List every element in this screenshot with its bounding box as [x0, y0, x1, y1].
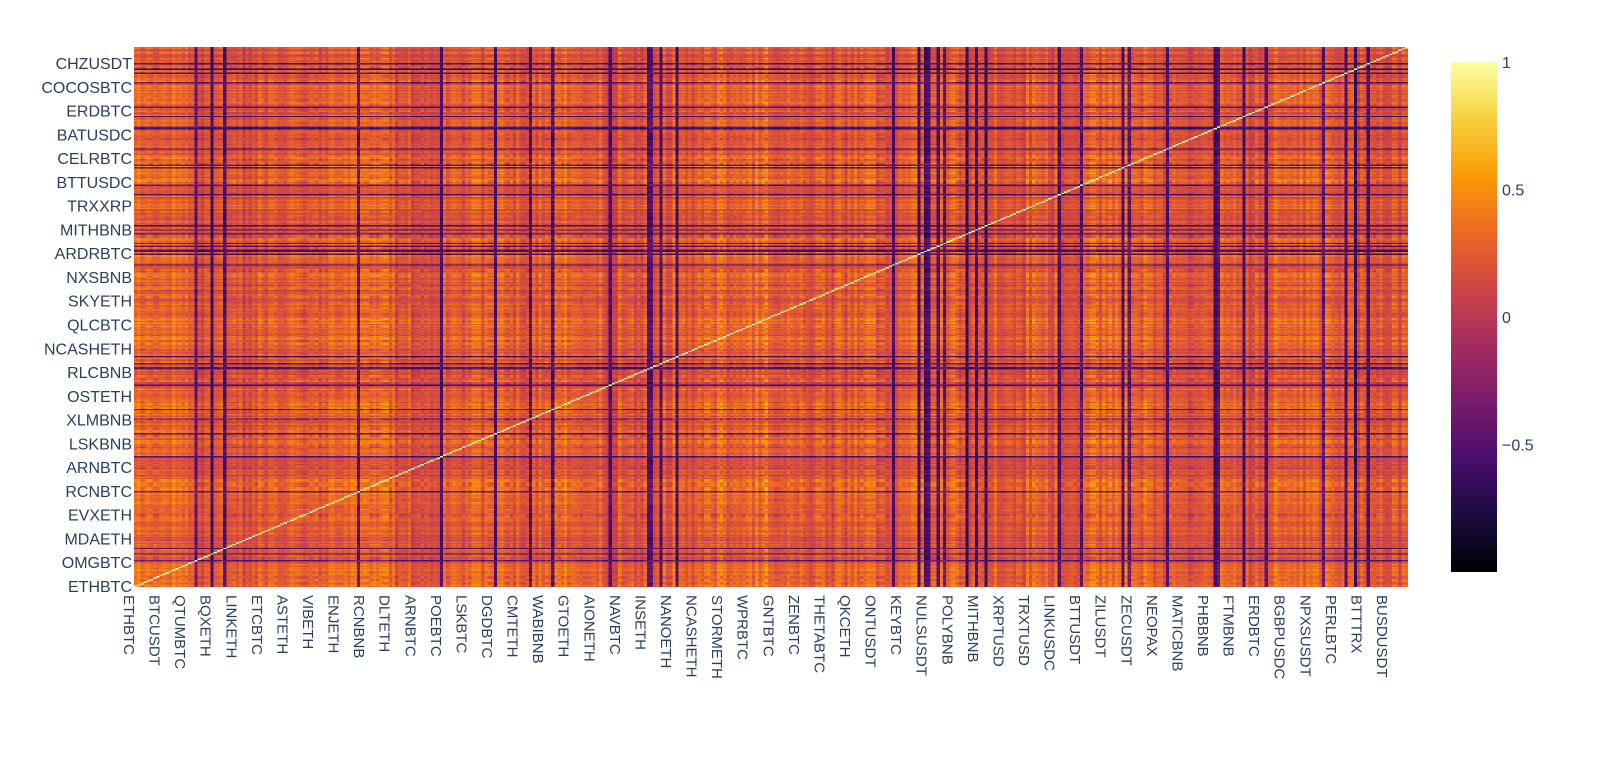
y-tick-label: BTTUSDC [56, 175, 132, 192]
x-tick-label: NPXSUSDT [1296, 595, 1313, 677]
y-tick-label: MDAETH [64, 531, 132, 548]
x-tick-label: KEYBTC [887, 595, 904, 655]
x-tick-label: QTUMBTC [171, 595, 188, 669]
x-tick-label: ETCBTC [248, 595, 265, 655]
x-tick-label: NEOPAX [1143, 595, 1160, 656]
x-tick-label: ETHBTC [120, 595, 137, 655]
x-tick-label: NULSUSDT [913, 595, 930, 676]
x-tick-label: CMTETH [504, 595, 521, 658]
x-tick-label: THETABTC [810, 595, 827, 673]
x-tick-label: VIBETH [299, 595, 316, 649]
y-tick-label: XLMBNB [66, 413, 132, 430]
x-tick-label: ASTETH [273, 595, 290, 654]
y-tick-label: QLCBTC [67, 318, 132, 335]
x-tick-label: GTOETH [555, 595, 572, 657]
y-tick-label: OSTETH [67, 389, 132, 406]
y-tick-label: BATUSDC [57, 127, 132, 144]
x-tick-label: NANOETH [657, 595, 674, 668]
x-tick-label: FTMBNB [1220, 595, 1237, 657]
x-tick-label: BTTTRX [1347, 595, 1364, 653]
x-tick-label: QKCETH [836, 595, 853, 658]
x-tick-label: BGBPUSDC [1271, 595, 1288, 679]
x-tick-label: NCASHETH [683, 595, 700, 678]
y-axis: CHZUSDT COCOSBTC ERDBTC BATUSDC CELRBTC BTTUS… [41, 56, 132, 596]
y-tick-label: ERDBTC [66, 104, 132, 121]
x-tick-label: BTCUSDT [146, 595, 163, 666]
x-tick-label: STORMETH [708, 595, 725, 679]
y-tick-label: ARDRBTC [55, 246, 132, 263]
x-tick-label: TRXTUSD [1015, 595, 1032, 666]
x-tick-label: LINKETH [222, 595, 239, 658]
x-tick-label: PHBBNB [1194, 595, 1211, 657]
x-tick-label: ZENBTC [785, 595, 802, 655]
x-tick-label: AIONETH [580, 595, 597, 662]
x-tick-label: ARNBTC [401, 595, 418, 657]
y-tick-label: SKYETH [68, 294, 132, 311]
x-tick-label: ONTUSDT [862, 595, 879, 668]
x-tick-label: NAVBTC [606, 595, 623, 655]
y-tick-label: CHZUSDT [56, 56, 133, 73]
colorbar-tick-label: 0 [1502, 310, 1511, 327]
x-tick-label: ZECUSDT [1117, 595, 1134, 666]
y-tick-label: EVXETH [68, 508, 132, 525]
y-tick-label: OMGBTC [62, 555, 132, 572]
x-tick-label: RCNBNB [350, 595, 367, 658]
x-tick-label: BUSDUSDT [1373, 595, 1390, 678]
y-tick-label: NXSBNB [66, 270, 132, 287]
x-tick-label: MITHBNB [964, 595, 981, 663]
x-tick-label: INSETH [631, 595, 648, 650]
y-tick-label: ETHBTC [68, 579, 132, 596]
x-tick-label: MATICBNB [1168, 595, 1185, 671]
x-tick-label: BQXETH [197, 595, 214, 657]
x-tick-label: BTTUSDT [1066, 595, 1083, 664]
y-tick-label: LSKBNB [69, 436, 132, 453]
x-tick-label: PERLBTC [1322, 595, 1339, 664]
x-tick-label: POEBTC [427, 595, 444, 657]
x-tick-label: WABIBNB [529, 595, 546, 664]
y-tick-label: TRXXRP [67, 199, 132, 216]
colorbar-tick-label: 0.5 [1502, 183, 1524, 200]
heatmap-plot-area[interactable] [134, 47, 1408, 587]
y-tick-label: NCASHETH [44, 341, 132, 358]
y-tick-label: RLCBNB [67, 365, 132, 382]
y-tick-label: MITHBNB [60, 222, 132, 239]
y-tick-label: ARNBTC [66, 460, 132, 477]
x-tick-label: LSKBTC [452, 595, 469, 654]
x-tick-label: XRPTUSD [989, 595, 1006, 667]
y-tick-label: CELRBTC [57, 151, 132, 168]
x-tick-label: GNTBTC [759, 595, 776, 657]
colorbar-tick-label: 1 [1502, 55, 1511, 72]
x-axis: ETHBTC BTCUSDT QTUMBTC BQXETH LINKETH ETCBTC A… [120, 595, 1390, 679]
colorbar [1451, 62, 1497, 572]
y-tick-label: COCOSBTC [41, 80, 132, 97]
y-tick-label: RCNBTC [65, 484, 132, 501]
x-tick-label: ENJETH [325, 595, 342, 653]
colorbar-tick-label: −0.5 [1502, 438, 1534, 455]
x-tick-label: WPRBTC [734, 595, 751, 660]
x-tick-label: POLYBNB [938, 595, 955, 665]
x-tick-label: DLTETH [376, 595, 393, 652]
heatmap-cells [134, 47, 1408, 587]
x-tick-label: ERDBTC [1245, 595, 1262, 657]
colorbar-ticks: 1 0.5 0 −0.5 [1502, 55, 1534, 455]
x-tick-label: LINKUSDC [1041, 595, 1058, 671]
x-tick-label: DGDBTC [478, 595, 495, 659]
x-tick-label: ZILUSDT [1092, 595, 1109, 658]
